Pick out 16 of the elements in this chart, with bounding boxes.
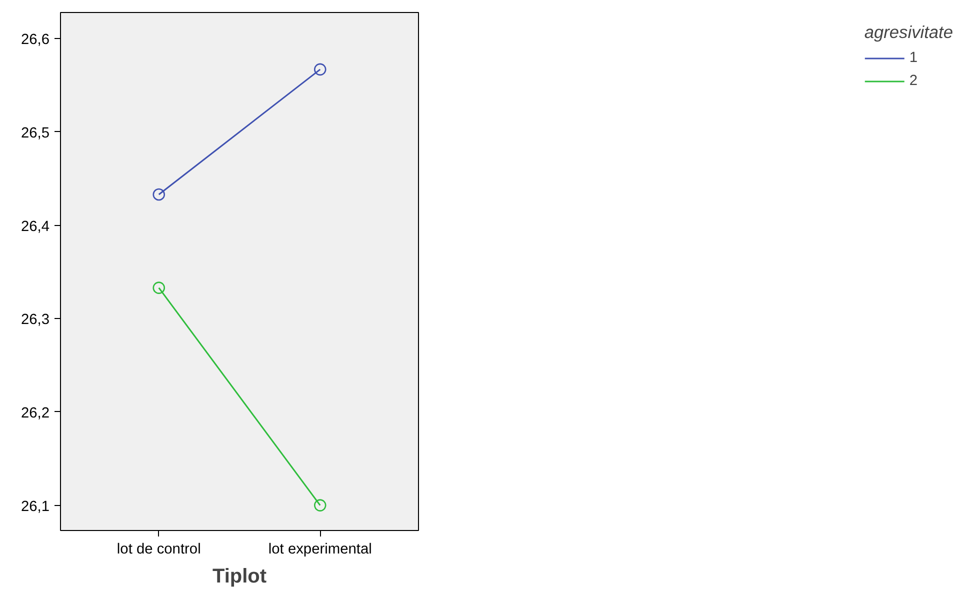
y-tick-label: 26,5 (20, 125, 50, 142)
legend-title: agresivitate (864, 22, 953, 43)
y-tick-label: 26,2 (20, 405, 50, 422)
point (152, 188, 166, 201)
legend-label: 1 (909, 50, 919, 66)
y-tick-label: 26,1 (20, 498, 50, 515)
x-tick-label: lot de control (116, 542, 201, 558)
point (152, 282, 166, 294)
x-tick-label: lot experimental (268, 542, 372, 558)
x-axis-title: Tiplot (212, 566, 267, 588)
point (314, 63, 326, 76)
y-tick-label: 26,6 (20, 32, 50, 48)
point (314, 499, 326, 512)
legend-label: 2 (909, 73, 919, 89)
y-tick-label: 26,4 (20, 218, 50, 235)
y-tick-label: 26,3 (20, 312, 50, 328)
